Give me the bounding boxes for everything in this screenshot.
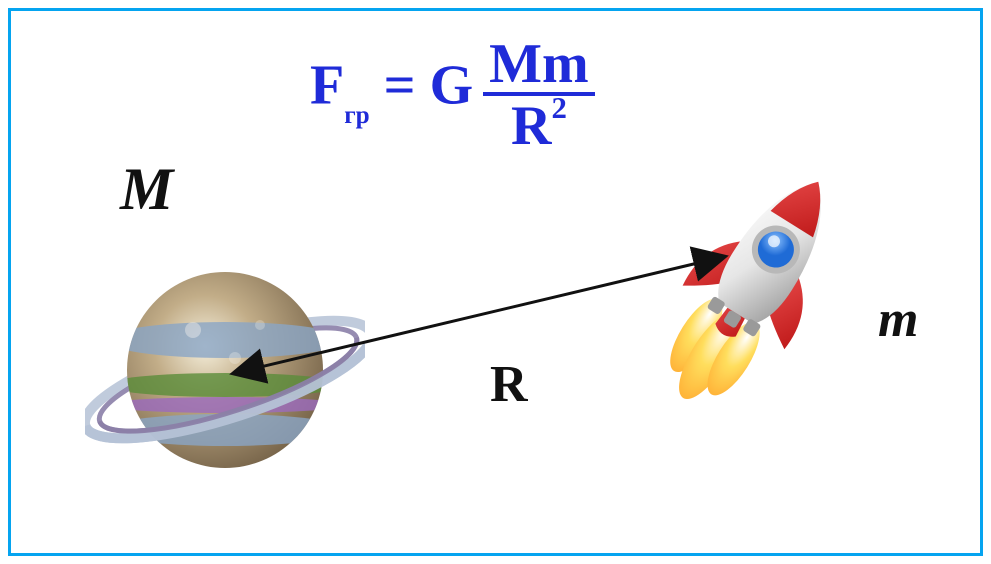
distance-arrow <box>225 245 735 385</box>
formula-fraction: MmR2 <box>483 36 595 158</box>
formula-eq: = <box>370 55 430 117</box>
gravity-formula: Fгр = GMmR2 <box>310 30 595 152</box>
formula-numerator: Mm <box>483 36 595 96</box>
label-planet-mass: M <box>120 155 173 224</box>
label-rocket-mass: m <box>878 290 918 349</box>
formula-sub: гр <box>344 102 369 129</box>
formula-denominator: R2 <box>483 96 595 158</box>
formula-F: F <box>310 55 344 117</box>
formula-G: G <box>430 55 474 117</box>
